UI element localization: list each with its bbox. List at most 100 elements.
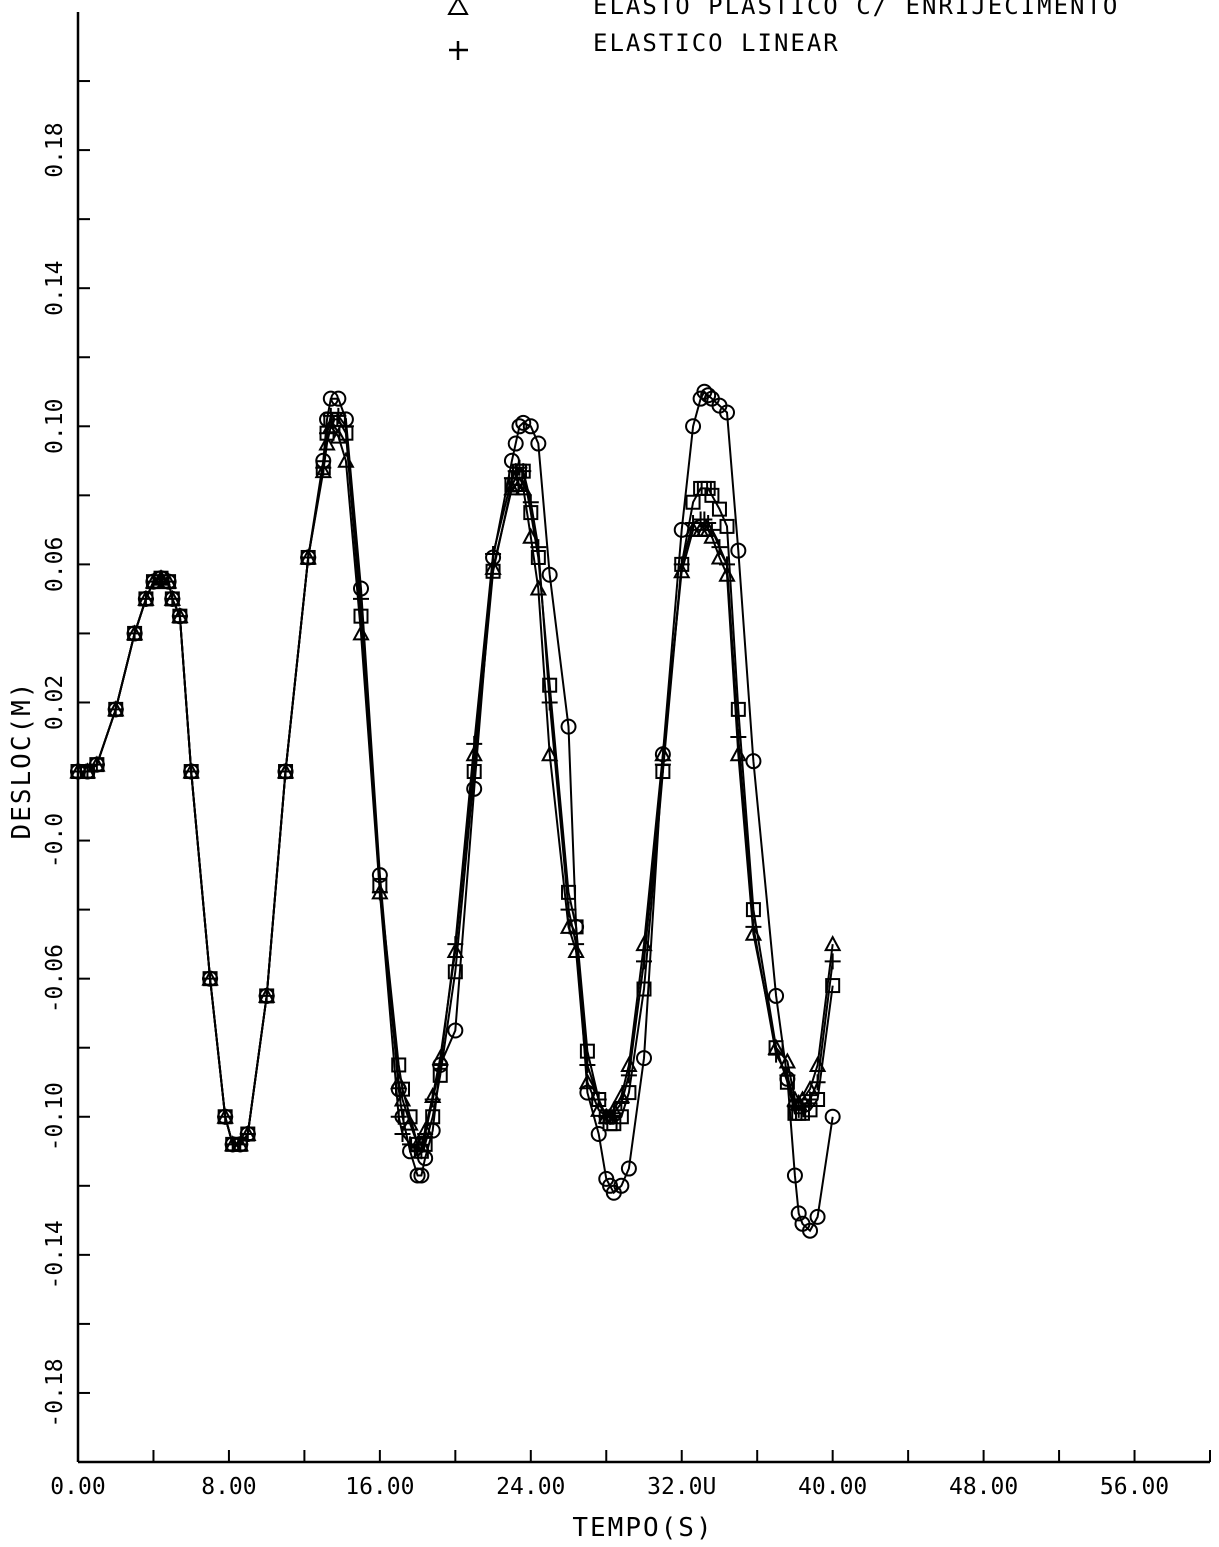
data-point-plus — [790, 1101, 807, 1118]
x-tick-label: 0.00 — [50, 1474, 105, 1500]
y-tick-label: 0.06 — [42, 537, 68, 592]
data-point-triangle — [329, 427, 348, 444]
data-point-triangle — [446, 941, 465, 959]
x-tick-label: 32.0U — [647, 1474, 716, 1500]
data-point-circle — [790, 1205, 807, 1222]
data-point-plus — [685, 514, 702, 531]
legend-label: ELASTICO LINEAR — [593, 29, 840, 57]
data-point-plus — [319, 425, 336, 442]
data-point-plus — [620, 1067, 637, 1084]
data-point-triangle — [314, 462, 332, 479]
data-point-plus — [337, 418, 354, 435]
data-point-square — [719, 518, 735, 534]
legend-entry-plus: ELASTICO LINEAR — [449, 29, 840, 60]
data-point-plus — [232, 1136, 249, 1153]
data-point-plus — [802, 1091, 819, 1108]
data-point-circle — [507, 435, 524, 452]
data-point-plus — [696, 511, 713, 528]
data-point-plus — [590, 1091, 607, 1108]
x-tick-label: 56.00 — [1100, 1474, 1169, 1500]
data-point-triangle — [510, 475, 529, 492]
series-line — [78, 390, 834, 1233]
data-point-circle — [322, 390, 339, 407]
data-point-plus — [88, 756, 105, 773]
data-point-plus — [183, 763, 200, 780]
y-tick-label: -0.14 — [42, 1220, 68, 1289]
data-point-circle — [786, 1167, 803, 1184]
x-tick-label: 48.00 — [949, 1474, 1018, 1500]
y-tick-label: -0.18 — [42, 1358, 68, 1427]
data-point-circle — [685, 418, 702, 435]
data-point-triangle — [503, 479, 521, 496]
data-point-plus — [560, 901, 577, 918]
y-tick-label: 0.10 — [42, 399, 68, 454]
data-point-plus — [522, 494, 539, 511]
data-point-plus — [79, 763, 96, 780]
data-point-plus — [413, 1143, 430, 1160]
data-point-plus — [447, 936, 464, 953]
data-point-plus — [779, 1067, 796, 1084]
data-point-circle — [768, 987, 785, 1004]
data-point-triangle — [635, 935, 653, 952]
data-point-triangle — [578, 1073, 597, 1090]
data-point-square — [561, 884, 577, 900]
data-point-circle — [613, 1177, 630, 1194]
legend-plus-marker — [449, 41, 468, 60]
data-point-circle — [636, 1050, 652, 1067]
data-point-circle — [522, 418, 539, 435]
data-point-plus — [579, 1056, 596, 1073]
data-point-square — [685, 494, 701, 510]
data-point-plus — [794, 1098, 811, 1115]
data-point-plus — [145, 573, 162, 590]
y-axis-title: DESLOC(M) — [7, 681, 37, 840]
x-tick-label: 24.00 — [496, 1474, 565, 1500]
data-point-square — [447, 964, 463, 980]
data-point-circle — [413, 1167, 430, 1184]
data-point-circle — [330, 390, 347, 407]
data-point-plus — [730, 729, 747, 745]
data-point-circle — [620, 1160, 637, 1177]
data-point-triangle — [729, 745, 748, 762]
data-point-plus — [530, 539, 547, 556]
data-point-plus — [511, 459, 528, 476]
data-point-plus — [417, 1126, 434, 1143]
data-point-triangle — [352, 624, 370, 641]
axes — [76, 12, 1210, 1464]
y-tick-label: -0.10 — [42, 1082, 68, 1151]
series-plus — [70, 407, 841, 1160]
data-point-plus — [613, 1094, 630, 1111]
series-line — [78, 414, 834, 1153]
data-point-plus — [809, 1074, 826, 1091]
data-point-square — [825, 978, 841, 994]
data-point-circle — [700, 387, 717, 404]
y-tick-label: 0.14 — [42, 260, 68, 315]
data-point-plus — [330, 407, 347, 424]
data-point-plus — [700, 514, 717, 531]
series-square — [70, 411, 841, 1159]
data-point-plus — [153, 570, 170, 587]
y-tick-label: 0.02 — [42, 675, 68, 730]
data-point-triangle — [823, 935, 842, 952]
data-point-plus — [824, 953, 841, 970]
data-point-plus — [541, 694, 558, 711]
data-point-triangle — [393, 1090, 412, 1107]
data-point-circle — [809, 1208, 826, 1225]
data-point-triangle — [718, 565, 736, 582]
data-point-plus — [602, 1108, 619, 1125]
data-point-plus — [277, 763, 294, 780]
data-point-circle — [824, 1108, 841, 1125]
data-point-plus — [485, 546, 502, 563]
data-point-plus — [390, 1108, 407, 1125]
data-point-plus — [217, 1108, 234, 1125]
data-point-square — [704, 487, 720, 503]
data-point-circle — [590, 1126, 607, 1143]
data-point-circle — [515, 414, 532, 431]
legend-label: ELASTO PLASTICO C/ ENRIJECIMENTO — [593, 0, 1119, 20]
data-point-triangle — [540, 745, 559, 762]
data-point-plus — [300, 549, 317, 566]
x-tick-label: 40.00 — [798, 1474, 867, 1500]
series-circle — [70, 383, 841, 1239]
data-point-plus — [424, 1091, 441, 1108]
data-point-triangle — [744, 924, 763, 941]
